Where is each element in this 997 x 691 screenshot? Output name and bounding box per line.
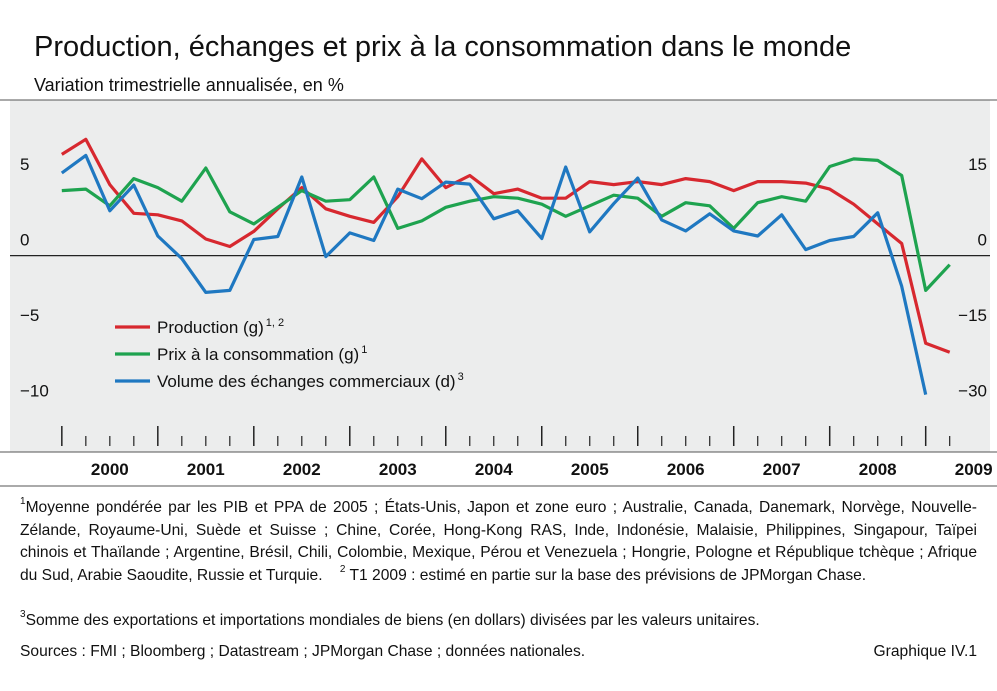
footnote-marker: 1 [20, 496, 26, 507]
x-tick-label: 2008 [859, 460, 897, 479]
y-tick-label: 5 [20, 155, 29, 174]
legend-label: Production (g) 1, 2 [157, 317, 284, 337]
x-tick-label: 2009 [955, 460, 993, 479]
chart-title: Production, échanges et prix à la consom… [34, 31, 851, 63]
x-tick-label: 2006 [667, 460, 705, 479]
legend-name: Production (g) [157, 318, 264, 337]
y-tick-label: 0 [20, 231, 29, 250]
x-tick-label: 2003 [379, 460, 417, 479]
footnote-text: Moyenne pondérée par les PIB et PPA de 2… [20, 499, 977, 584]
y2-tick-label: 15 [968, 155, 987, 174]
series-line [61, 157, 951, 292]
legend-name: Prix à la consommation (g) [157, 345, 359, 364]
x-tick-label: 2004 [475, 460, 513, 479]
footnote-text: Somme des exportations et importations m… [25, 612, 760, 629]
series-line [60, 137, 951, 354]
x-tick-label: 2002 [283, 460, 321, 479]
sources: Sources : FMI ; Bloomberg ; Datastream ;… [20, 643, 586, 660]
legend-sup: 1, 2 [266, 317, 284, 329]
x-tick-label: 2000 [91, 460, 129, 479]
footnote-marker: 2 [339, 563, 346, 575]
footnote-marker: 3 [20, 609, 26, 620]
legend-label: Prix à la consommation (g) 1 [157, 344, 367, 364]
y2-tick-label: −15 [958, 306, 987, 325]
plot-background [10, 100, 990, 452]
y-tick-label: −10 [20, 382, 49, 401]
footnote-3: 3Somme des exportations et importations … [20, 610, 977, 633]
y2-tick-label: −30 [958, 382, 987, 401]
y2-tick-label: 0 [978, 231, 987, 250]
chart: Production, échanges et prix à la consom… [0, 31, 997, 487]
legend-sup: 1 [361, 344, 367, 356]
y-tick-label: −5 [20, 306, 39, 325]
x-tick-label: 2001 [187, 460, 225, 479]
legend-label: Volume des échanges commerciaux (d) 3 [157, 371, 464, 391]
footnotes-1-2: 1Moyenne pondérée par les PIB et PPA de … [20, 497, 977, 587]
figure-label: Graphique IV.1 [873, 643, 977, 660]
legend-name: Volume des échanges commerciaux (d) [157, 372, 456, 391]
x-tick-label: 2007 [763, 460, 801, 479]
legend-sup: 3 [458, 371, 464, 383]
footnote-text: T1 2009 : estimé en partie sur la base d… [349, 566, 867, 584]
chart-subtitle: Variation trimestrielle annualisée, en % [34, 75, 344, 95]
x-tick-label: 2005 [571, 460, 609, 479]
series-line [60, 153, 928, 395]
source-line: Sources : FMI ; Bloomberg ; Datastream ;… [20, 641, 977, 664]
